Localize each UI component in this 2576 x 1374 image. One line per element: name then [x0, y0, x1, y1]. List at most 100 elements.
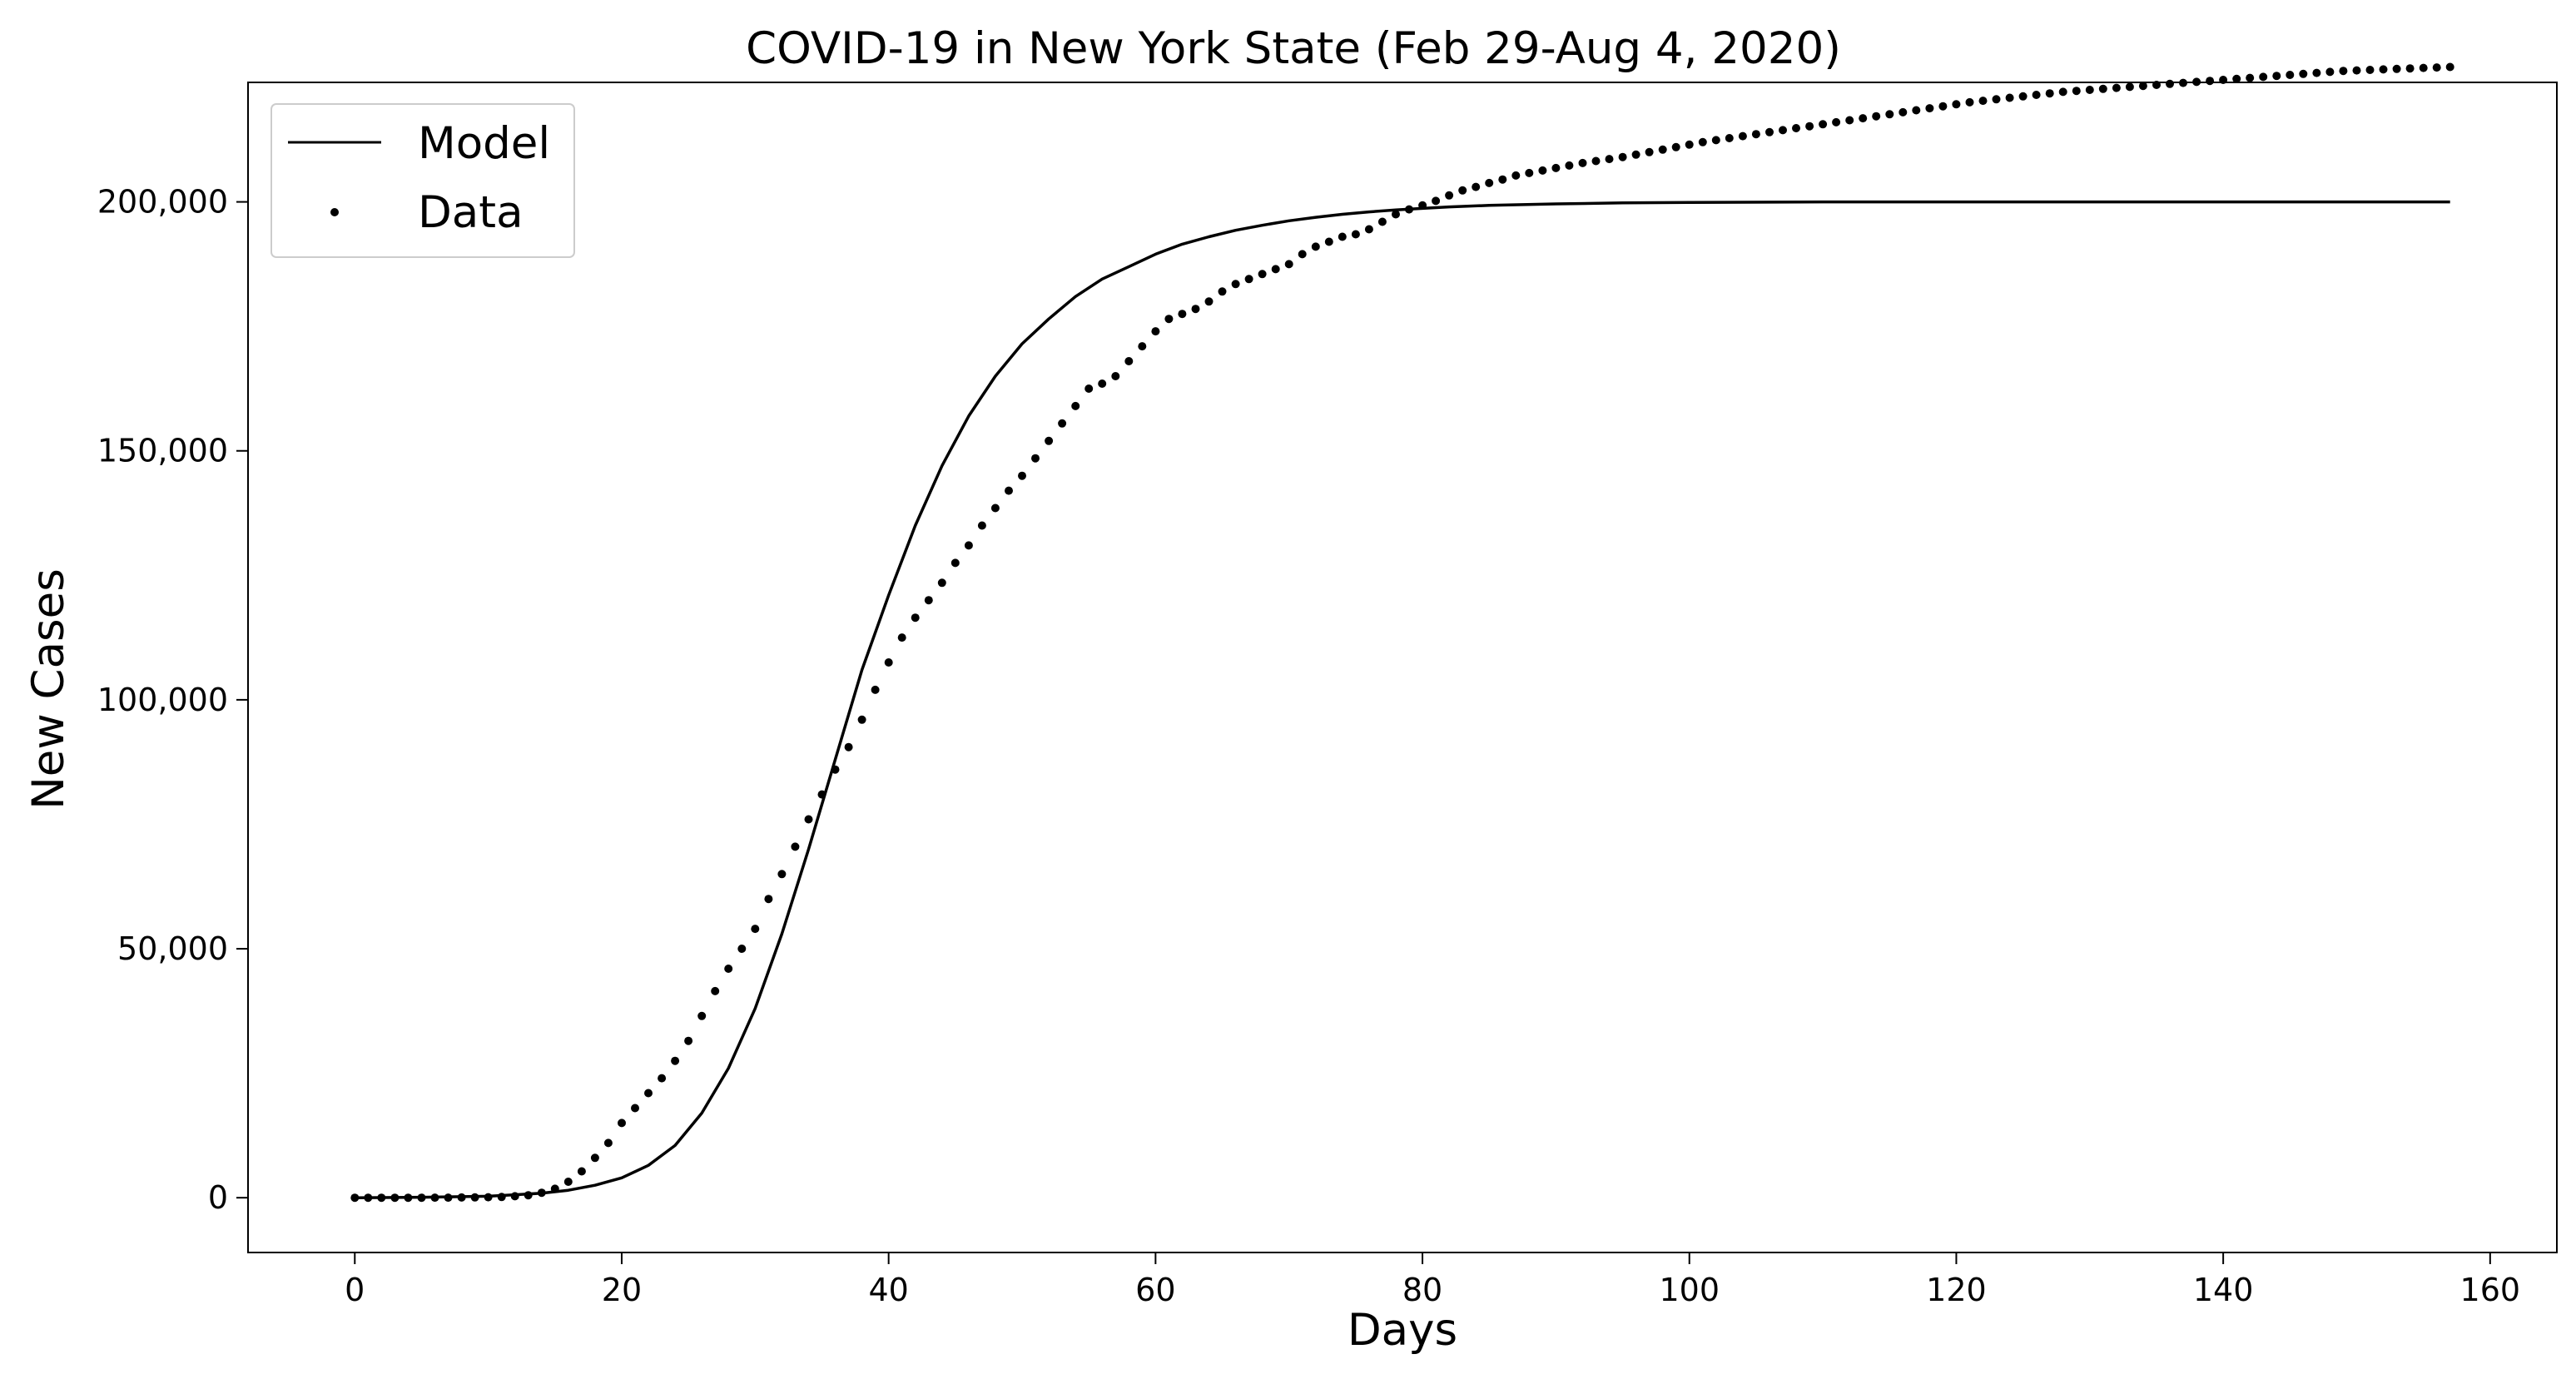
- data-point: [2325, 67, 2335, 77]
- data-point: [2032, 91, 2041, 99]
- data-point: [1938, 102, 1948, 111]
- data-point: [764, 895, 773, 904]
- data-point: [2352, 66, 2361, 75]
- data-point: [1204, 297, 1214, 306]
- data-point: [2179, 78, 2187, 87]
- data-point: [2246, 73, 2255, 82]
- data-point: [1525, 168, 1534, 177]
- data-point: [1351, 230, 1360, 239]
- y-axis-label: New Cases: [23, 568, 74, 810]
- data-point: [2339, 67, 2348, 76]
- data-point: [1405, 205, 1413, 214]
- data-point: [1031, 454, 1040, 463]
- data-point: [924, 596, 933, 605]
- data-point: [1392, 210, 1400, 219]
- data-point: [2405, 64, 2415, 73]
- data-point: [671, 1056, 680, 1065]
- data-point: [791, 842, 800, 851]
- data-point: [1819, 120, 1828, 129]
- data-point: [1738, 131, 1747, 141]
- data-point: [1098, 379, 1107, 388]
- data-point: [563, 1178, 573, 1186]
- data-point: [1071, 401, 1080, 410]
- data-point: [2138, 82, 2147, 91]
- data-point: [871, 685, 880, 694]
- data-point: [2018, 92, 2028, 101]
- data-point: [1151, 327, 1160, 336]
- data-point: [1805, 122, 1814, 131]
- data-point: [1792, 124, 1800, 132]
- data-point: [1725, 134, 1734, 142]
- data-point: [1685, 140, 1694, 149]
- data-point: [1458, 186, 1467, 195]
- legend: Model Data: [271, 103, 575, 258]
- data-point: [1111, 372, 1120, 380]
- data-point: [751, 925, 760, 934]
- data-point: [1912, 106, 1921, 115]
- data-point: [1885, 110, 1894, 119]
- data-point: [1779, 126, 1787, 135]
- data-point: [1298, 250, 1307, 259]
- data-point: [1952, 100, 1961, 109]
- data-point: [1671, 142, 1680, 151]
- data-point: [2286, 71, 2295, 79]
- x-tick-label: 60: [1135, 1272, 1175, 1308]
- x-axis-ticks: 0 20 40 60 80 100 120 140 160: [345, 1252, 2520, 1308]
- data-point: [2312, 68, 2321, 77]
- x-axis-label: Days: [1348, 1305, 1457, 1356]
- data-point: [2432, 63, 2441, 72]
- x-tick-label: 120: [1926, 1272, 1987, 1308]
- y-tick-label: 50,000: [117, 930, 228, 967]
- data-point: [1178, 310, 1187, 319]
- x-tick-label: 100: [1659, 1272, 1720, 1308]
- x-tick-label: 160: [2460, 1272, 2521, 1308]
- data-point: [897, 633, 906, 642]
- data-point: [1058, 419, 1067, 428]
- data-point: [1698, 137, 1707, 146]
- plot-area-frame: [247, 82, 2558, 1253]
- data-point: [1231, 280, 1240, 289]
- data-point: [1124, 357, 1134, 365]
- data-point: [2219, 76, 2228, 84]
- data-point: [2392, 64, 2401, 73]
- data-point: [618, 1119, 626, 1128]
- data-point: [470, 1193, 479, 1202]
- data-point: [2299, 69, 2308, 78]
- data-point: [1164, 315, 1174, 324]
- y-axis-ticks: 0 50,000 100,000 150,000 200,000: [97, 184, 248, 1216]
- data-point: [1898, 107, 1908, 117]
- data-point: [1258, 270, 1267, 279]
- data-point: [1191, 305, 1200, 314]
- data-point: [1859, 114, 1868, 123]
- data-point: [1591, 156, 1601, 166]
- x-tick-label: 80: [1402, 1272, 1442, 1308]
- data-point: [1311, 242, 1320, 251]
- data-point: [1605, 155, 1614, 164]
- data-point: [603, 1138, 613, 1148]
- data-point: [804, 815, 813, 824]
- data-point: [1565, 161, 1574, 170]
- legend-model-label: Model: [418, 118, 550, 169]
- data-point: [631, 1104, 639, 1113]
- data-point: [364, 1193, 373, 1203]
- data-point: [1925, 104, 1934, 113]
- data-point: [1658, 145, 1667, 154]
- data-point: [1832, 117, 1841, 126]
- data-point: [777, 870, 787, 879]
- plot-series: [350, 62, 2454, 1203]
- data-point: [724, 965, 733, 973]
- data-point: [350, 1193, 360, 1203]
- data-point: [2098, 84, 2107, 93]
- data-point: [1645, 147, 1654, 156]
- data-point: [2192, 77, 2201, 87]
- data-point: [1618, 152, 1627, 161]
- data-point: [1751, 130, 1760, 139]
- data-point: [1445, 191, 1454, 200]
- data-point: [2058, 87, 2067, 97]
- data-point: [1244, 275, 1253, 284]
- data-point: [1711, 136, 1720, 145]
- data-point: [1765, 127, 1774, 136]
- data-point: [1005, 486, 1013, 495]
- data-point: [1324, 237, 1333, 246]
- data-point: [1978, 97, 1988, 106]
